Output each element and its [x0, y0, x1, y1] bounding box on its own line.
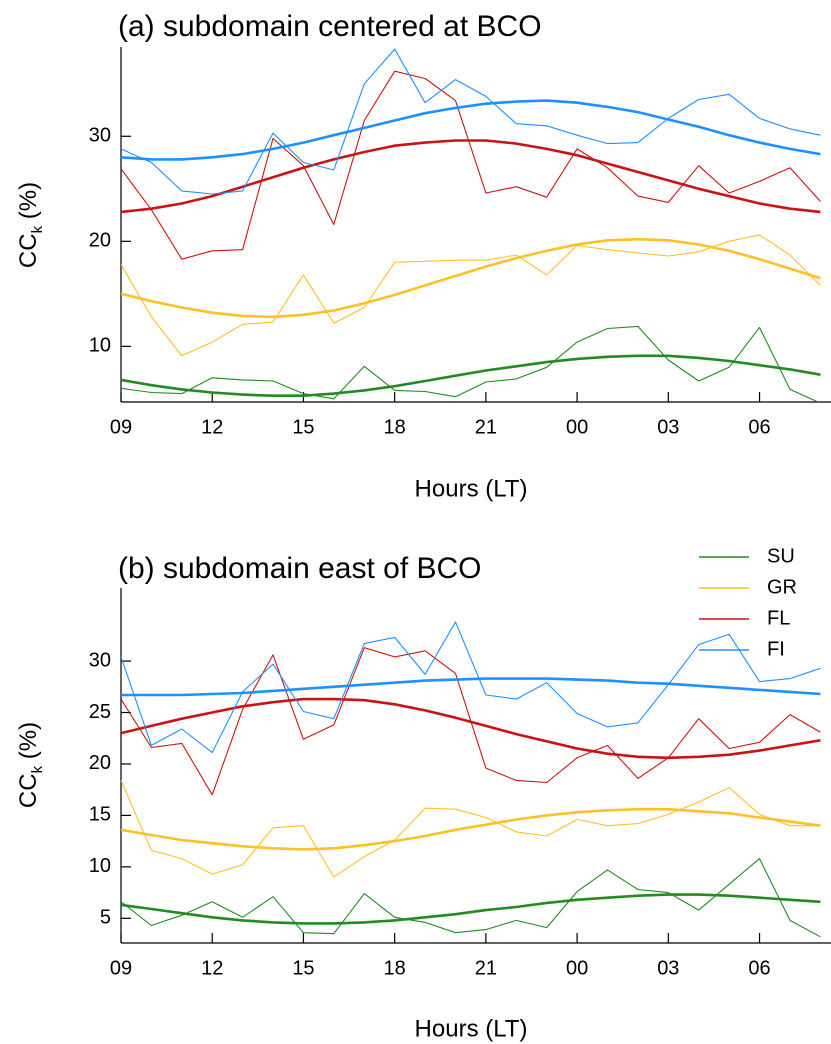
x-tick-label: 03: [657, 416, 679, 438]
x-tick-label: 00: [566, 416, 588, 438]
data-line: [121, 234, 821, 357]
x-tick-label: 15: [292, 957, 314, 979]
y-axis-label: CCk (%): [15, 182, 46, 268]
y-tick-label: 5: [100, 907, 111, 929]
chart-title: (a) subdomain centered at BCO: [118, 10, 542, 43]
x-tick-label: 21: [475, 416, 497, 438]
data-line: [121, 325, 820, 402]
y-axis-label-part: k: [29, 225, 46, 233]
data-line: [121, 48, 821, 195]
data-line: [121, 621, 821, 754]
smooth-line: [121, 354, 821, 397]
smooth-line: [121, 677, 821, 697]
smooth-line: [121, 893, 821, 925]
panel: (b) subdomain east of BCO Hours (LT) CCk (…: [15, 545, 831, 1042]
data-line: [121, 858, 821, 938]
x-tick-label: 21: [475, 957, 497, 979]
legend-label: SU: [767, 545, 795, 567]
legend-label: FI: [767, 638, 785, 660]
x-tick-label: 09: [110, 957, 132, 979]
legend-label: GR: [767, 576, 797, 598]
y-tick-label: 10: [89, 855, 111, 877]
plot-area: [121, 48, 821, 402]
data-line: [121, 70, 821, 260]
smooth-line: [121, 139, 821, 214]
y-tick-label: 30: [89, 125, 111, 147]
x-tick-label: 09: [110, 416, 132, 438]
x-tick-label: 00: [566, 957, 588, 979]
y-tick-label: 25: [89, 701, 111, 723]
plot-area: [121, 621, 821, 938]
smooth-line: [121, 237, 821, 319]
y-axis-label-part: CC: [15, 773, 42, 808]
y-tick-label: 15: [89, 804, 111, 826]
x-tick-label: 06: [748, 416, 770, 438]
y-axis-label-part: CC: [15, 233, 42, 268]
panel: (a) subdomain centered at BCO Hours (LT) C…: [15, 10, 831, 502]
y-tick-label: 20: [89, 230, 111, 252]
y-tick-label: 30: [89, 649, 111, 671]
x-tick-label: 06: [748, 957, 770, 979]
x-tick-label: 18: [384, 957, 406, 979]
y-axis-label-part: k: [29, 765, 46, 773]
smooth-line: [121, 807, 821, 851]
smooth-line: [121, 99, 821, 161]
x-tick-label: 12: [201, 957, 223, 979]
x-axis-label: Hours (LT): [415, 1015, 528, 1042]
x-tick-label: 12: [201, 416, 223, 438]
x-tick-label: 18: [384, 416, 406, 438]
x-tick-label: 15: [292, 416, 314, 438]
y-tick-label: 10: [89, 335, 111, 357]
y-axis-label-part: (%): [15, 722, 42, 766]
y-tick-label: 20: [89, 752, 111, 774]
x-tick-label: 03: [657, 957, 679, 979]
smooth-line: [121, 697, 821, 760]
y-axis-label: CCk (%): [15, 722, 46, 808]
data-line: [121, 780, 821, 878]
x-axis-label: Hours (LT): [415, 475, 528, 502]
y-axis-label-part: (%): [15, 182, 42, 226]
chart-title: (b) subdomain east of BCO: [118, 552, 482, 585]
legend-label: FL: [767, 607, 790, 629]
